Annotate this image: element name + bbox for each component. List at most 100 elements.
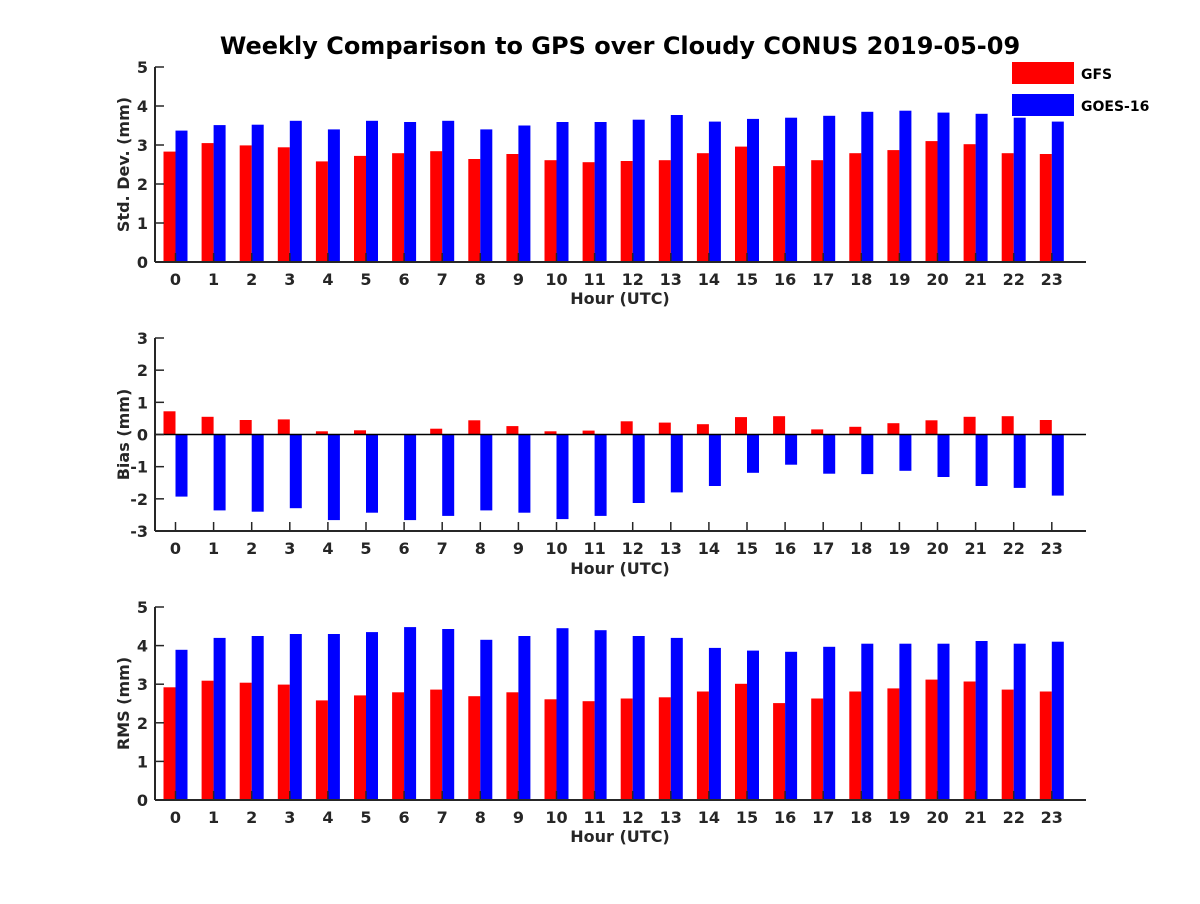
bar-gfs-hour-7: [430, 689, 443, 800]
y-tick-label: 1: [137, 393, 148, 412]
x-tick-label: 14: [698, 808, 720, 827]
bar-gfs-hour-14: [696, 153, 709, 262]
x-tick-label: 10: [545, 539, 567, 558]
bar-gfs-hour-18: [849, 426, 862, 435]
bar-gfs-hour-15: [735, 146, 747, 262]
bar-gfs-hour-12: [620, 161, 633, 262]
bar-gfs-hour-23: [1039, 420, 1052, 435]
legend-swatch-gfs: [1012, 62, 1074, 84]
bar-goes16-hour-3: [289, 434, 302, 509]
bar-goes16-hour-9: [518, 636, 531, 800]
bar-gfs-hour-23: [1039, 691, 1052, 800]
x-axis-label: Hour (UTC): [570, 827, 670, 846]
bar-gfs-hour-7: [430, 151, 443, 262]
bar-goes16-hour-13: [670, 434, 683, 493]
bar-goes16-hour-15: [747, 434, 759, 473]
x-tick-label: 21: [964, 539, 986, 558]
bar-gfs-hour-16: [773, 703, 786, 800]
bar-goes16-hour-0: [175, 130, 188, 262]
y-tick-label: 2: [137, 175, 148, 194]
x-tick-label: 22: [1003, 270, 1025, 289]
x-tick-label: 4: [322, 808, 333, 827]
bar-gfs-hour-9: [506, 154, 519, 262]
y-tick-label: 1: [137, 214, 148, 233]
bar-goes16-hour-15: [747, 118, 759, 263]
bar-goes16-hour-6: [404, 122, 417, 262]
y-tick-label: -1: [130, 458, 148, 477]
x-tick-label: 4: [322, 539, 333, 558]
bar-gfs-hour-17: [811, 698, 824, 800]
y-tick-label: 2: [137, 714, 148, 733]
x-tick-label: 23: [1041, 808, 1063, 827]
bar-goes16-hour-0: [175, 649, 188, 800]
bar-goes16-hour-1: [213, 434, 226, 511]
x-tick-label: 15: [736, 270, 758, 289]
bar-gfs-hour-4: [315, 161, 328, 262]
x-tick-label: 21: [964, 808, 986, 827]
bar-goes16-hour-20: [937, 112, 950, 262]
bar-goes16-hour-14: [708, 434, 721, 486]
bar-gfs-hour-19: [887, 150, 900, 262]
bar-goes16-hour-14: [708, 647, 721, 800]
bar-gfs-hour-16: [773, 166, 786, 262]
x-tick-label: 9: [513, 808, 524, 827]
x-tick-label: 18: [850, 808, 872, 827]
x-tick-label: 11: [583, 808, 605, 827]
bar-goes16-hour-1: [213, 637, 226, 800]
bar-goes16-hour-7: [442, 120, 455, 262]
x-tick-label: 16: [774, 270, 796, 289]
bar-goes16-hour-8: [480, 639, 493, 800]
x-tick-label: 19: [888, 539, 910, 558]
bar-gfs-hour-21: [963, 144, 976, 262]
x-tick-label: 23: [1041, 270, 1063, 289]
bar-goes16-hour-20: [937, 434, 950, 477]
x-tick-label: 19: [888, 270, 910, 289]
x-tick-label: 12: [622, 270, 644, 289]
x-tick-label: 6: [399, 539, 410, 558]
bar-gfs-hour-8: [468, 159, 481, 262]
bar-gfs-hour-9: [506, 426, 519, 435]
bar-goes16-hour-2: [251, 434, 264, 512]
bar-gfs-hour-11: [582, 430, 595, 435]
bar-gfs-hour-15: [735, 417, 747, 435]
x-tick-label: 5: [360, 539, 371, 558]
x-tick-label: 11: [583, 270, 605, 289]
bar-goes16-hour-15: [747, 650, 759, 800]
bar-goes16-hour-2: [251, 636, 264, 800]
x-tick-label: 21: [964, 270, 986, 289]
y-tick-label: 3: [137, 675, 148, 694]
y-tick-label: 3: [137, 329, 148, 348]
bar-gfs-hour-20: [925, 420, 938, 435]
x-tick-label: 10: [545, 270, 567, 289]
bar-goes16-hour-2: [251, 124, 264, 262]
bar-goes16-hour-12: [632, 636, 645, 800]
bar-goes16-hour-10: [556, 434, 569, 520]
bar-gfs-hour-3: [277, 419, 290, 435]
x-tick-label: 0: [170, 539, 181, 558]
x-tick-label: 2: [246, 539, 257, 558]
x-tick-label: 15: [736, 808, 758, 827]
x-tick-label: 6: [399, 808, 410, 827]
y-axis-label: Bias (mm): [114, 389, 133, 481]
bar-gfs-hour-20: [925, 141, 938, 262]
bar-goes16-hour-19: [899, 643, 912, 800]
y-tick-label: 2: [137, 361, 148, 380]
bar-goes16-hour-12: [632, 434, 645, 503]
x-tick-label: 11: [583, 539, 605, 558]
x-tick-label: 8: [475, 539, 486, 558]
bar-goes16-hour-16: [785, 117, 798, 262]
bar-gfs-hour-8: [468, 696, 481, 800]
x-tick-label: 6: [399, 270, 410, 289]
bar-gfs-hour-14: [696, 691, 709, 800]
y-axis-label: RMS (mm): [114, 657, 133, 750]
bar-goes16-hour-5: [366, 434, 378, 513]
x-tick-label: 19: [888, 808, 910, 827]
bar-gfs-hour-6: [392, 692, 405, 800]
bar-gfs-hour-11: [582, 162, 595, 262]
bar-goes16-hour-17: [823, 115, 836, 263]
x-tick-label: 13: [660, 539, 682, 558]
bar-gfs-hour-9: [506, 692, 519, 800]
bar-gfs-hour-10: [544, 431, 557, 435]
